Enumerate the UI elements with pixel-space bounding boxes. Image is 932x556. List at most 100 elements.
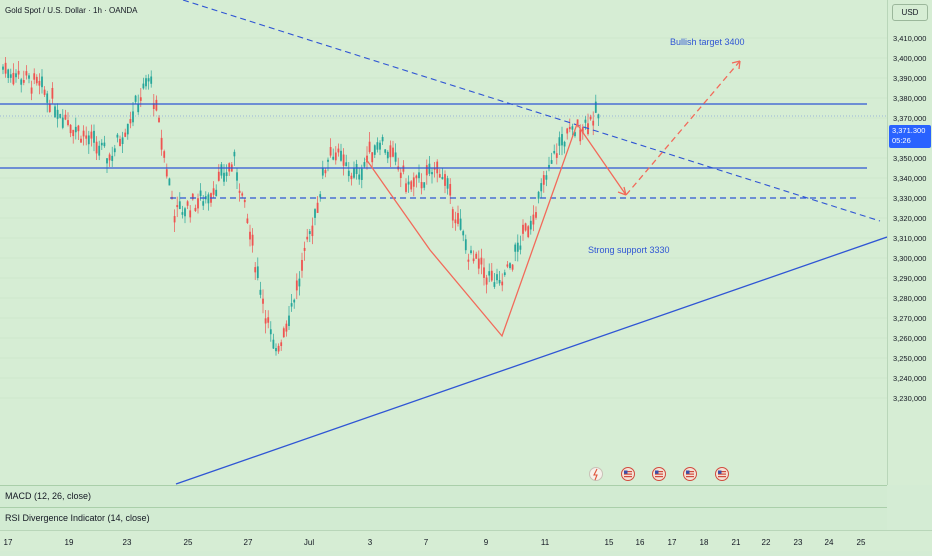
candle-body [165, 169, 168, 177]
candle-body [108, 154, 111, 161]
candle-body [41, 76, 43, 88]
flag-stripe [655, 473, 663, 475]
y-tick-label: 3,240,000 [893, 374, 926, 383]
candle-body [269, 329, 272, 335]
candle-body [295, 280, 298, 291]
candle-body [420, 181, 423, 189]
us-flag-icon[interactable] [683, 467, 697, 481]
candle-body [82, 130, 85, 137]
y-tick-label: 3,290,000 [893, 274, 926, 283]
candle-body [100, 142, 103, 146]
candle-body [72, 129, 75, 137]
candle-body [360, 168, 363, 180]
flag-stripe [624, 471, 632, 473]
candle-body [93, 130, 95, 143]
candle-body [418, 172, 420, 179]
candle-body [319, 194, 322, 198]
price-chart[interactable]: Bullish target 3400 Strong support 3330 [0, 0, 888, 485]
candle-body [246, 218, 249, 224]
candle-body [597, 114, 600, 119]
candle-body [483, 267, 485, 278]
currency-button[interactable]: USD [892, 4, 928, 21]
us-flag-icon[interactable] [621, 467, 635, 481]
candle-body [384, 149, 387, 153]
candle-body [134, 95, 137, 102]
y-tick-label: 3,370,000 [893, 114, 926, 123]
y-tick-label: 3,230,000 [893, 394, 926, 403]
price-axis-labels: 3,410,000 3,400,000 3,390,000 3,380,000 3,37… [893, 34, 926, 403]
candle-body [332, 156, 335, 160]
candle-body [579, 129, 582, 142]
candle-body [4, 62, 7, 74]
candle-body [589, 116, 592, 120]
candle-body [280, 342, 283, 347]
candle-body [376, 142, 379, 150]
candle-body [225, 172, 228, 177]
price-axis[interactable]: 3,410,000 3,400,000 3,390,000 3,380,000 3,37… [887, 0, 932, 485]
candle-body [119, 138, 121, 147]
y-tick-label: 3,340,000 [893, 174, 926, 183]
candle-body [233, 151, 236, 157]
macd-pane[interactable]: MACD (12, 26, close) [0, 485, 887, 508]
us-flag-icon[interactable] [652, 467, 666, 481]
falling-trendline [182, 0, 881, 222]
us-flag-icon[interactable] [715, 467, 729, 481]
candle-body [379, 142, 381, 150]
candle-body [160, 137, 163, 150]
flag-canton [655, 470, 659, 474]
candle-body [563, 141, 566, 147]
candle-body [139, 97, 142, 101]
candle-body [61, 117, 64, 128]
macd-label[interactable]: MACD (12, 26, close) [5, 491, 92, 501]
candle-body [173, 216, 176, 223]
time-axis[interactable]: 17 19 23 25 27 Jul 3 7 9 11 15 16 17 18 21 22 23 24 25 [0, 530, 932, 551]
candle-body [251, 234, 254, 246]
event-marker-circle [589, 467, 603, 481]
candle-body [347, 170, 350, 177]
candle-body [451, 209, 454, 221]
flag-canton [624, 470, 628, 474]
candle-body [272, 339, 275, 349]
candle-body [522, 224, 524, 234]
symbol-title: Gold Spot / U.S. Dollar · 1h · OANDA [5, 6, 138, 15]
candle-body [212, 188, 215, 195]
candle-body [277, 345, 280, 352]
candle-body [532, 214, 535, 225]
rising-trendline [175, 236, 888, 485]
flag-stripe [686, 476, 694, 478]
candle-body [405, 183, 407, 192]
target-projection [625, 60, 741, 196]
flag-stripe [655, 471, 663, 473]
candle-body [425, 165, 428, 176]
x-tick-label: 25 [857, 538, 866, 547]
dividend-icon[interactable] [589, 467, 603, 481]
candle-body [311, 225, 314, 237]
candle-body [428, 163, 431, 174]
candle-body [472, 258, 475, 262]
candle-body [48, 104, 51, 113]
candle-body [51, 87, 54, 99]
flag-canton [718, 470, 722, 474]
candle-body [441, 176, 444, 180]
candle-body [77, 125, 80, 132]
candle-body [293, 299, 296, 303]
candle-body [80, 138, 82, 143]
y-tick-label: 3,350,000 [893, 154, 926, 163]
candle-body [186, 201, 189, 206]
candle-body [207, 194, 210, 204]
candle-body [64, 114, 67, 120]
y-tick-label: 3,270,000 [893, 314, 926, 323]
rsi-pane[interactable]: RSI Divergence Indicator (14, close) [0, 507, 887, 531]
candle-body [38, 80, 41, 86]
candle-body [480, 257, 483, 265]
candle-body [316, 202, 319, 213]
candle-body [314, 209, 316, 218]
candle-body [324, 170, 327, 174]
chart-area[interactable]: Bullish target 3400 Strong support 3330 G… [0, 0, 888, 485]
rsi-label[interactable]: RSI Divergence Indicator (14, close) [5, 513, 150, 523]
candle-body [490, 270, 493, 281]
candle-body [459, 218, 462, 230]
candle-body [288, 315, 290, 326]
candle-body [202, 201, 205, 206]
candle-body [381, 136, 384, 142]
